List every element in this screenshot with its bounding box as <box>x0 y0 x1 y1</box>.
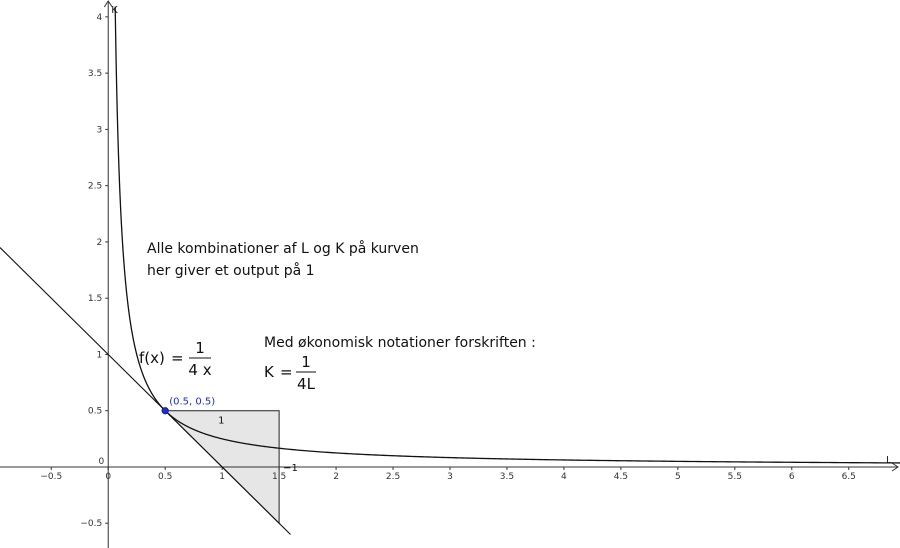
annotation-line-2: her giver et output på 1 <box>147 262 315 279</box>
annotation-line-1: Alle kombinationer af L og K på kurven <box>147 240 419 257</box>
x-tick-label: −0.5 <box>40 472 62 482</box>
point-marker[interactable] <box>161 407 169 415</box>
function-equals: = <box>171 349 184 367</box>
k-equals: = <box>280 363 293 381</box>
x-tick-label: 0 <box>105 472 111 482</box>
x-tick-label: 0.5 <box>158 472 172 482</box>
y-tick-label: 4 <box>96 13 102 23</box>
tangent-line <box>0 247 291 535</box>
x-tick-label: 4 <box>561 472 567 482</box>
x-tick-label: 1 <box>219 472 225 482</box>
y-tick-label: 2 <box>96 238 102 248</box>
curve-series <box>114 6 900 464</box>
triangle-rise-label: −1 <box>283 463 298 474</box>
x-axis-arrow <box>891 462 899 472</box>
x-tick-label: 2 <box>333 472 339 482</box>
y-tick-label: 2.5 <box>88 182 102 192</box>
function-denominator: 4 x <box>188 361 211 379</box>
origin-label: 0 <box>98 457 104 467</box>
x-tick-label: 3 <box>447 472 453 482</box>
x-tick-label: 5 <box>675 472 681 482</box>
annotation-notation: Med økonomisk notationer forskriften : <box>264 335 536 351</box>
k-numerator: 1 <box>301 353 311 371</box>
x-tick-label: 5.5 <box>728 472 742 482</box>
x-tick-label: 3.5 <box>500 472 514 482</box>
x-tick-label: 6.5 <box>842 472 856 482</box>
x-axis-label: L <box>886 455 892 466</box>
y-tick-label: 3.5 <box>88 69 102 79</box>
y-axis-arrow <box>103 0 113 8</box>
x-tick-label: 2.5 <box>386 472 400 482</box>
k-name: K <box>264 363 275 381</box>
y-tick-label: −0.5 <box>80 519 102 529</box>
k-denominator: 4L <box>297 375 316 393</box>
annotations: Alle kombinationer af L og K på kurven h… <box>139 240 536 393</box>
point-label: (0.5, 0.5) <box>169 397 215 408</box>
y-tick-label: 3 <box>96 125 102 135</box>
x-tick-label: 1.5 <box>272 472 286 482</box>
function-name: f(x) <box>139 349 165 367</box>
x-tick-label: 6 <box>789 472 795 482</box>
x-tick-label: 4.5 <box>614 472 628 482</box>
y-tick-label: 1 <box>96 350 102 360</box>
function-numerator: 1 <box>195 339 205 357</box>
triangle-run-label: 1 <box>218 416 224 427</box>
y-tick-label: 0.5 <box>88 407 102 417</box>
y-tick-label: 1.5 <box>88 294 102 304</box>
